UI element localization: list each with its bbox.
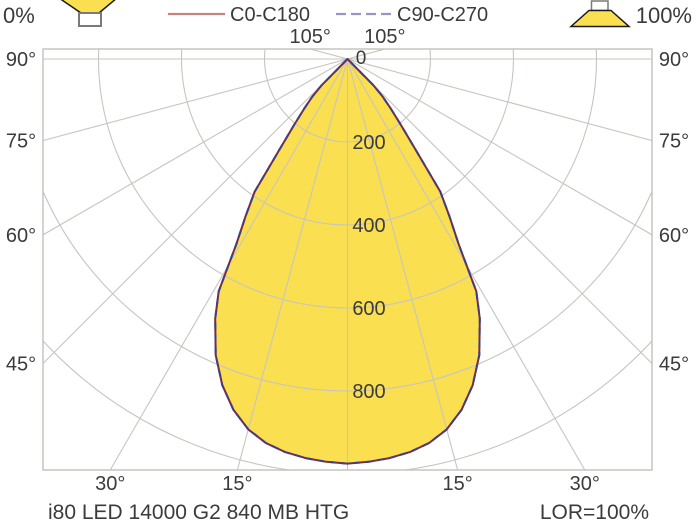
upward-flux-label: 0% [3,3,35,28]
legend: C0-C180 C90-C270 [168,4,488,26]
radial-tick-label-800: 800 [352,381,385,403]
grid-ray--45 [43,58,348,365]
downlight-beam-icon [569,9,631,28]
angle-tick-label-15: 15° [222,473,252,495]
radial-tick-label-200: 200 [352,132,385,154]
grid-ray--15 [236,58,349,470]
angle-tick-label-105: 105° [364,26,405,48]
upward-flux-indicator: 0% [3,0,116,28]
intensity-curves [214,58,481,465]
angle-tick-label-30: 30° [95,473,125,495]
grid-ray--75 [43,58,348,142]
uplight-beam-icon [60,0,116,14]
luminaire-box-icon [78,12,102,27]
grid-ray-60 [347,58,652,236]
legend-label-c0-c180: C0-C180 [230,4,310,26]
grid-ray-45 [347,58,652,365]
angle-tick-label-15: 15° [443,473,473,495]
radial-tick-label-600: 600 [352,298,385,320]
downward-flux-indicator: 100% [569,0,692,28]
grid-ray--60 [43,58,348,236]
luminaire-box-icon [590,0,609,12]
radial-tick-label-400: 400 [352,215,385,237]
angle-tick-label-75: 75° [659,131,689,153]
grid-ray--30 [109,58,348,470]
downward-flux-label: 100% [636,3,692,28]
angle-tick-label-75: 75° [6,131,36,153]
angle-tick-label-60: 60° [659,225,689,247]
angle-tick-label-45: 45° [6,354,36,376]
angle-tick-label-105: 105° [289,26,330,48]
angle-tick-label-60: 60° [6,225,36,247]
lor-value: LOR=100% [540,501,649,524]
grid-ray-15 [346,58,459,470]
grid-ray-30 [347,58,586,470]
grid-ray-75 [347,58,652,142]
curve-c90-c270 [214,58,481,465]
angle-tick-label-90: 90° [6,49,36,71]
angle-tick-label-30: 30° [570,473,600,495]
luminaire-name: i80 LED 14000 G2 840 MB HTG [48,501,349,524]
angle-tick-label-90: 90° [659,49,689,71]
legend-label-c90-c270: C90-C270 [397,4,488,26]
radial-tick-label-0: 0 [356,48,367,69]
angle-tick-label-45: 45° [659,354,689,376]
tick-labels: 0 200 400 600 800 15° 15° 30° 30° 45° 45° 60° 60° 75°… [6,26,689,495]
plot-border [42,48,653,471]
